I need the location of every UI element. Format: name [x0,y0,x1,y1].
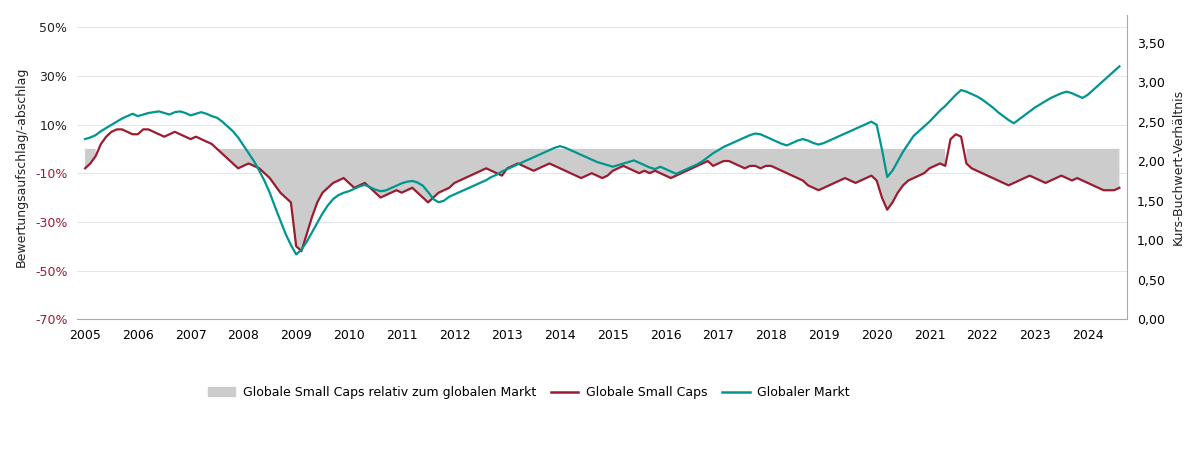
Y-axis label: Kurs-Buchwert-Verhältnis: Kurs-Buchwert-Verhältnis [1172,89,1186,245]
Legend: Globale Small Caps relativ zum globalen Markt, Globale Small Caps, Globaler Mark: Globale Small Caps relativ zum globalen … [203,381,854,404]
Y-axis label: Bewertungsaufschlag/-abschlag: Bewertungsaufschlag/-abschlag [14,67,28,268]
